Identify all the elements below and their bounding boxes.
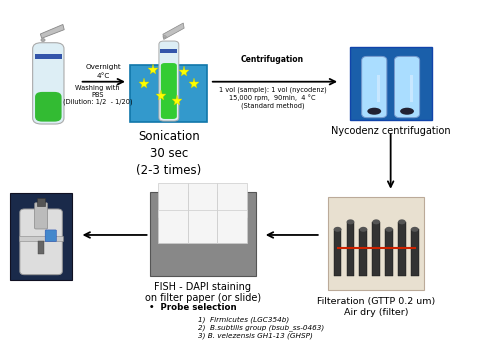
FancyBboxPatch shape	[32, 43, 64, 124]
Bar	[150, 192, 256, 276]
Bar	[334, 229, 341, 276]
FancyBboxPatch shape	[217, 183, 247, 217]
Ellipse shape	[360, 227, 367, 232]
Text: Nycodenz centrifugation: Nycodenz centrifugation	[331, 126, 451, 136]
Bar	[398, 222, 406, 276]
Ellipse shape	[411, 227, 419, 232]
FancyBboxPatch shape	[188, 210, 217, 243]
Bar	[19, 236, 63, 241]
Text: FISH - DAPI staining
on filter paper (or slide): FISH - DAPI staining on filter paper (or…	[145, 282, 261, 303]
Text: 4°C: 4°C	[97, 73, 110, 79]
Circle shape	[41, 38, 45, 41]
Bar	[10, 193, 72, 280]
Text: Overnight: Overnight	[86, 64, 122, 70]
Bar	[411, 229, 419, 276]
Ellipse shape	[372, 219, 380, 224]
Text: Washing with
PBS
(Dilution: 1/2  - 1/20): Washing with PBS (Dilution: 1/2 - 1/20)	[62, 85, 132, 105]
FancyBboxPatch shape	[45, 230, 57, 242]
Bar	[410, 75, 413, 102]
Bar	[350, 47, 431, 120]
Circle shape	[163, 36, 166, 38]
Ellipse shape	[385, 227, 393, 232]
FancyBboxPatch shape	[130, 65, 208, 122]
Ellipse shape	[400, 108, 414, 115]
Bar	[377, 75, 380, 102]
Ellipse shape	[334, 227, 341, 232]
Ellipse shape	[398, 219, 406, 224]
Text: 1)  Firmicutes (LGC354b)
2)  B.subtilis group (bsub_ss-0463)
3) B. velezensis GH: 1) Firmicutes (LGC354b) 2) B.subtilis gr…	[198, 317, 324, 339]
Bar	[38, 241, 44, 254]
Bar	[35, 54, 62, 59]
Ellipse shape	[346, 219, 354, 224]
Ellipse shape	[368, 108, 381, 115]
Bar	[328, 197, 425, 290]
FancyBboxPatch shape	[158, 210, 188, 243]
Text: 1 vol (sample): 1 vol (nycodenz)
15,000 rpm,  90min,  4 °C
(Standard method): 1 vol (sample): 1 vol (nycodenz) 15,000 …	[218, 87, 326, 108]
Text: Centrifugation: Centrifugation	[241, 55, 304, 64]
FancyBboxPatch shape	[161, 63, 177, 119]
FancyBboxPatch shape	[159, 41, 179, 121]
Text: Sonication
30 sec
(2-3 times): Sonication 30 sec (2-3 times)	[136, 131, 202, 177]
Text: Filteration (GTTP 0.2 um)
Air dry (filter): Filteration (GTTP 0.2 um) Air dry (filte…	[317, 298, 435, 317]
FancyBboxPatch shape	[217, 210, 247, 243]
FancyBboxPatch shape	[362, 56, 387, 118]
FancyBboxPatch shape	[188, 183, 217, 217]
Bar	[372, 222, 380, 276]
Text: •  Probe selection: • Probe selection	[149, 303, 237, 312]
Bar	[360, 229, 367, 276]
Polygon shape	[40, 24, 64, 38]
Bar	[37, 198, 45, 206]
FancyBboxPatch shape	[34, 203, 48, 229]
Bar	[160, 49, 177, 53]
Polygon shape	[163, 23, 184, 39]
Bar	[346, 222, 354, 276]
FancyBboxPatch shape	[158, 183, 188, 217]
FancyBboxPatch shape	[395, 56, 420, 118]
Bar	[385, 229, 393, 276]
FancyBboxPatch shape	[35, 92, 62, 122]
FancyBboxPatch shape	[20, 209, 62, 275]
